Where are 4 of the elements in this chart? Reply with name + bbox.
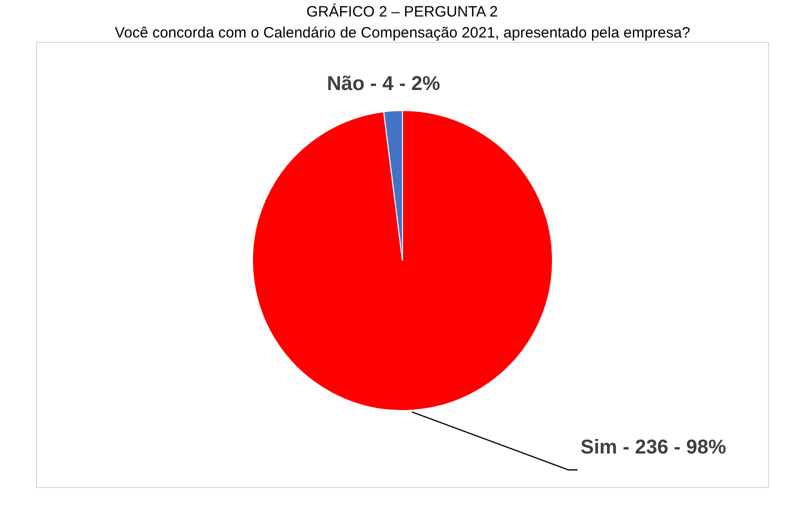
slice-label: Sim - 236 - 98% [580, 436, 726, 459]
chart-subtitle: Você concorda com o Calendário de Compensação 2021, apresentado pela empresa? [114, 24, 690, 42]
chart-title: GRÁFICO 2 – PERGUNTA 2 [306, 2, 498, 20]
slice-label: Não - 4 - 2% [326, 72, 440, 95]
